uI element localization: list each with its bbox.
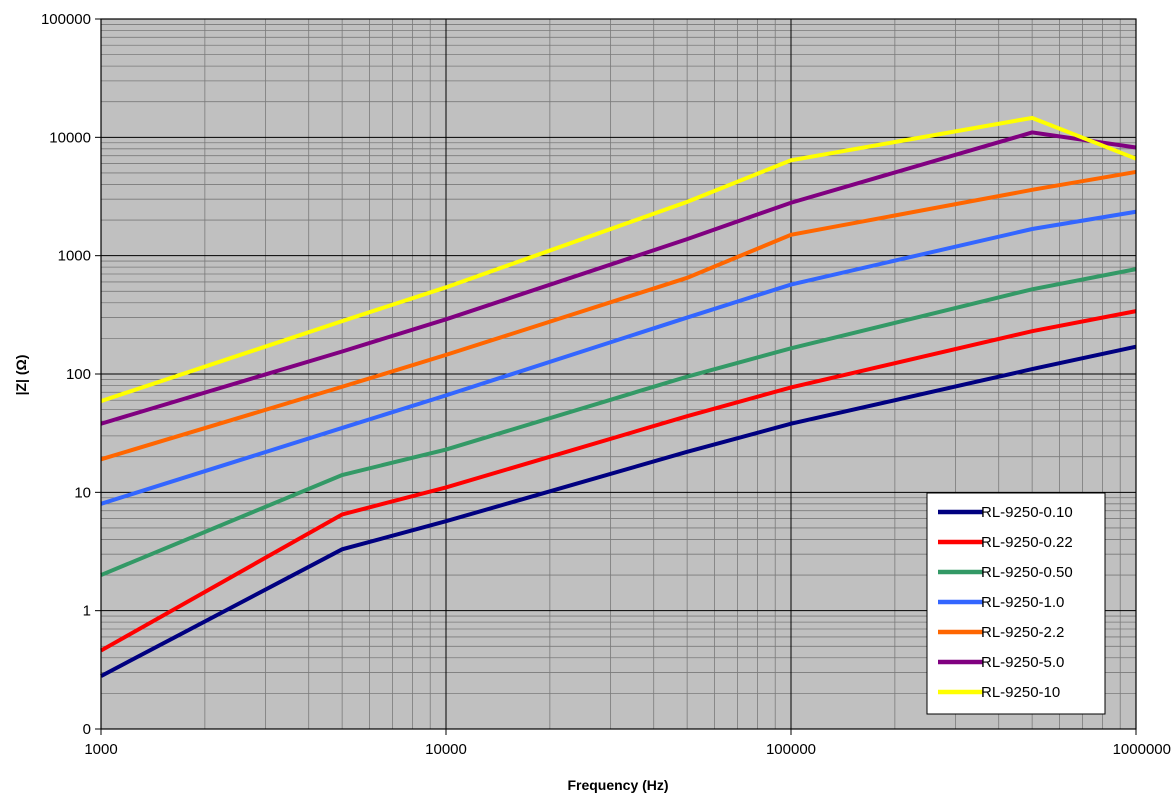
y-tick-label: 1000	[58, 248, 91, 265]
y-tick-label: 1	[83, 603, 91, 620]
legend: RL-9250-0.10 RL-9250-0.22 RL-9250-0.50 RL-9…	[926, 492, 1106, 715]
legend-label: RL-9250-10	[981, 684, 1060, 701]
series-line-RL-9250-0.22	[100, 309, 1137, 653]
series-line-RL-9250-0.10	[100, 344, 1137, 678]
y-tick-label: 0	[83, 721, 91, 738]
legend-label: RL-9250-0.10	[981, 504, 1073, 521]
y-tick-label: 10000	[49, 129, 91, 146]
legend-label: RL-9250-0.22	[981, 534, 1073, 551]
y-tick-label: 100	[66, 366, 91, 383]
x-tick-label: 1000000	[1113, 741, 1171, 758]
x-tick-label: 100000	[766, 741, 816, 758]
y-axis-title: |Z| (Ω)	[13, 355, 29, 396]
legend-label: RL-9250-5.0	[981, 654, 1064, 671]
x-tick-label: 1000	[84, 741, 117, 758]
y-tick-label: 10	[74, 484, 91, 501]
series-line-RL-9250-1.0	[100, 209, 1137, 506]
x-tick-label: 10000	[425, 741, 467, 758]
legend-label: RL-9250-2.2	[981, 624, 1064, 641]
series-line-RL-9250-5.0	[100, 130, 1137, 426]
x-axis-title: Frequency (Hz)	[567, 777, 668, 793]
legend-label: RL-9250-1.0	[981, 594, 1064, 611]
series-line-RL-9250-0.50	[100, 267, 1137, 577]
legend-label: RL-9250-0.50	[981, 564, 1073, 581]
series-line-RL-9250-2.2	[100, 169, 1137, 462]
series-line-RL-9250-10	[100, 115, 1137, 404]
y-tick-label: 100000	[41, 11, 91, 28]
